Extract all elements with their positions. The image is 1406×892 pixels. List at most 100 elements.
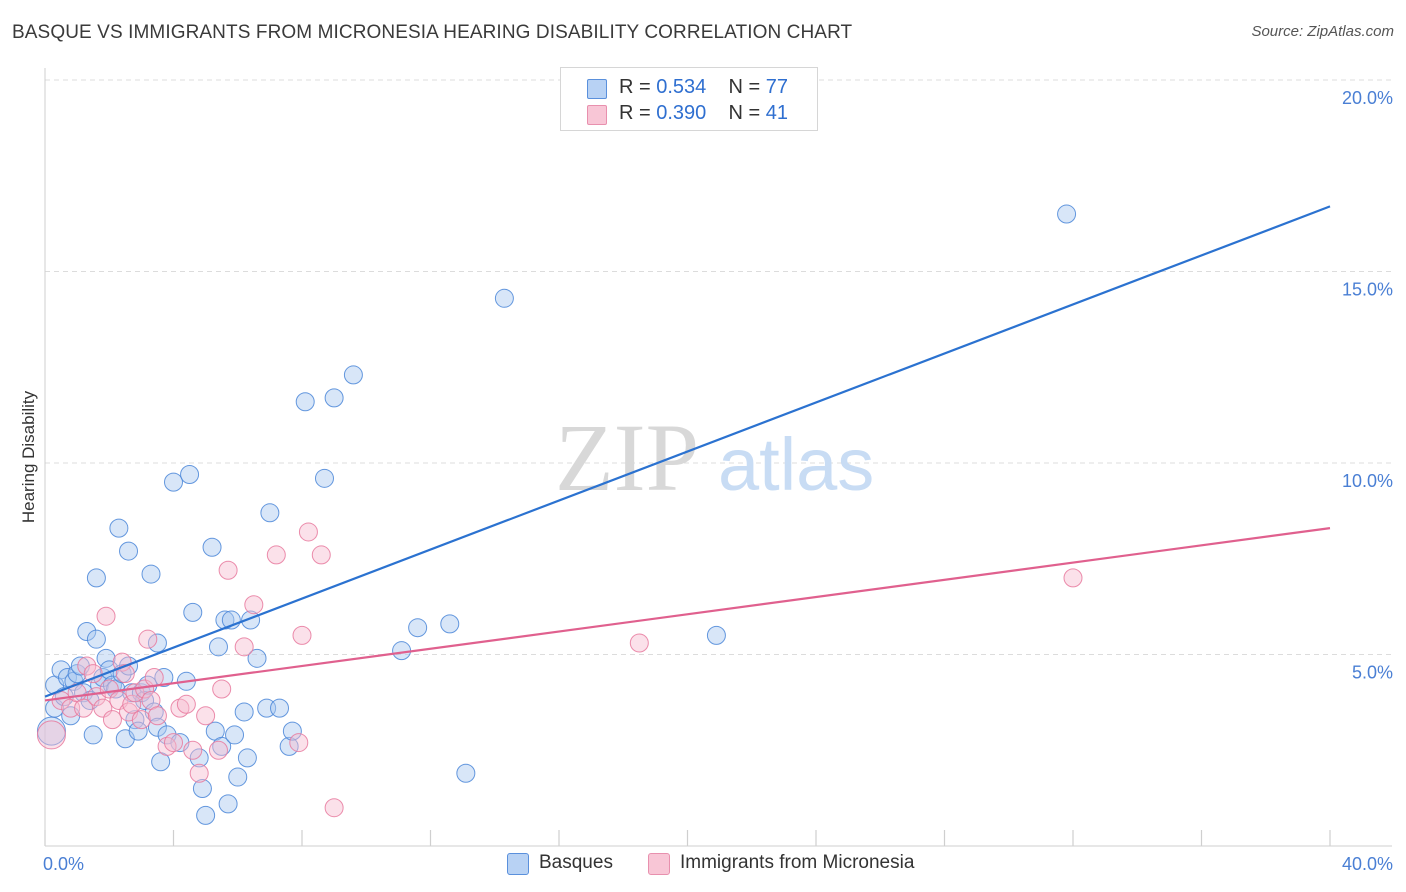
- basques-point-28: [125, 710, 145, 730]
- legend-swatch-pink: [587, 105, 607, 125]
- bottom-legend-label: Immigrants from Micronesia: [680, 852, 915, 873]
- legend-n-value: 77: [765, 76, 789, 98]
- basques-point-67: [314, 468, 334, 488]
- basques-trend-line: [44, 205, 1331, 698]
- micronesia-trend-line: [44, 527, 1331, 702]
- basques-point-74: [494, 288, 514, 308]
- basques-point-0: [36, 716, 66, 746]
- micronesia-point-18: [131, 710, 151, 730]
- basques-point-51: [212, 736, 232, 756]
- basques-point-62: [260, 503, 280, 523]
- basques-point-68: [324, 388, 344, 408]
- basques-point-35: [147, 633, 167, 653]
- basques-point-29: [128, 721, 148, 741]
- micronesia-point-27: [176, 694, 196, 714]
- micronesia-point-9: [96, 606, 116, 626]
- micronesia-point-23: [147, 706, 167, 726]
- basques-point-71: [408, 618, 428, 638]
- gridlines: [45, 79, 1392, 655]
- trend-lines: [44, 205, 1331, 702]
- basques-point-53: [218, 794, 238, 814]
- basques-point-75: [706, 625, 726, 645]
- basques-point-58: [237, 748, 257, 768]
- legend-r-value: 0.390: [656, 102, 707, 124]
- micronesia-point-33: [218, 560, 238, 580]
- legend-n-value: 41: [765, 102, 789, 124]
- micronesia-point-28: [183, 740, 203, 760]
- bottom-legend-swatch-pink: [648, 853, 670, 875]
- basques-point-10: [74, 683, 94, 703]
- micronesia-points: [36, 522, 1083, 818]
- basques-point-56: [228, 767, 248, 787]
- source-label: Source: ZipAtlas.com: [1251, 23, 1394, 40]
- basques-point-15: [86, 568, 106, 588]
- micronesia-point-42: [629, 633, 649, 653]
- watermark: ZIP atlas: [555, 404, 874, 511]
- micronesia-point-40: [311, 545, 331, 565]
- basques-point-73: [456, 763, 476, 783]
- basques-point-37: [154, 667, 174, 687]
- y-axis-label: Hearing Disability: [19, 390, 38, 523]
- basques-point-44: [183, 602, 203, 622]
- axes: [44, 68, 1392, 847]
- legend-swatch-blue: [587, 79, 607, 99]
- basques-points: [36, 204, 1077, 825]
- x-tick-label-0: 0.0%: [43, 854, 84, 874]
- y-tick-label-3: 20.0%: [1342, 88, 1393, 108]
- basques-point-60: [247, 648, 267, 668]
- micronesia-point-35: [244, 595, 264, 615]
- basques-point-8: [67, 664, 87, 684]
- legend-r-label: R =: [619, 76, 651, 98]
- micronesia-point-38: [292, 625, 312, 645]
- basques-point-46: [192, 779, 212, 799]
- basques-point-72: [440, 614, 460, 634]
- chart-title: BASQUE VS IMMIGRANTS FROM MICRONESIA HEA…: [12, 22, 853, 43]
- micronesia-point-0: [36, 720, 66, 750]
- legend-n-label: N =: [728, 102, 761, 124]
- basques-point-13: [83, 725, 103, 745]
- basques-point-47: [196, 805, 216, 825]
- basques-point-3: [51, 660, 71, 680]
- micronesia-point-22: [144, 667, 164, 687]
- basques-point-70: [392, 641, 412, 661]
- basques-point-50: [208, 637, 228, 657]
- basques-point-63: [270, 698, 290, 718]
- micronesia-point-39: [298, 522, 318, 542]
- legend-r-label: R =: [619, 102, 651, 124]
- basques-point-64: [279, 736, 299, 756]
- bottom-legend-swatch-blue: [507, 853, 529, 875]
- bottom-legend-label: Basques: [539, 852, 613, 873]
- basques-point-40: [164, 472, 183, 492]
- micronesia-point-31: [208, 740, 228, 760]
- micronesia-point-30: [196, 706, 216, 726]
- micronesia-point-41: [324, 798, 344, 818]
- micronesia-point-14: [115, 664, 135, 684]
- y-tick-label-1: 10.0%: [1342, 471, 1393, 491]
- micronesia-point-37: [289, 733, 309, 753]
- x-tick-label-1: 40.0%: [1342, 854, 1393, 874]
- basques-point-43: [180, 464, 200, 484]
- micronesia-point-43: [1063, 568, 1083, 588]
- micronesia-point-20: [138, 629, 158, 649]
- basques-point-22: [109, 518, 129, 538]
- basques-point-48: [202, 537, 222, 557]
- y-tick-label-0: 5.0%: [1352, 663, 1393, 683]
- legend-n-label: N =: [728, 76, 761, 98]
- micronesia-point-16: [122, 694, 142, 714]
- basques-point-57: [234, 702, 254, 722]
- basques-point-33: [141, 564, 161, 584]
- basques-point-66: [295, 392, 315, 412]
- basques-point-14: [86, 629, 106, 649]
- micronesia-point-4: [74, 698, 94, 718]
- legend-r-value: 0.534: [656, 76, 707, 98]
- micronesia-point-25: [164, 733, 183, 753]
- micronesia-point-36: [266, 545, 286, 565]
- micronesia-point-34: [234, 637, 254, 657]
- y-tick-label-2: 15.0%: [1342, 280, 1393, 300]
- micronesia-point-29: [189, 763, 209, 783]
- basques-point-18: [96, 648, 116, 668]
- basques-point-25: [119, 541, 139, 561]
- basques-point-69: [343, 365, 363, 385]
- micronesia-point-11: [102, 710, 122, 730]
